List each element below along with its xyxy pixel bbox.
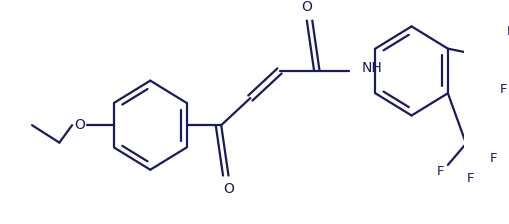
Text: O: O	[74, 118, 85, 132]
Text: F: F	[467, 172, 474, 185]
Text: F: F	[507, 25, 509, 38]
Text: NH: NH	[361, 61, 382, 75]
Text: O: O	[223, 182, 234, 196]
Text: O: O	[301, 0, 312, 14]
Text: F: F	[490, 152, 497, 165]
Text: F: F	[437, 165, 444, 178]
Text: F: F	[500, 83, 507, 96]
